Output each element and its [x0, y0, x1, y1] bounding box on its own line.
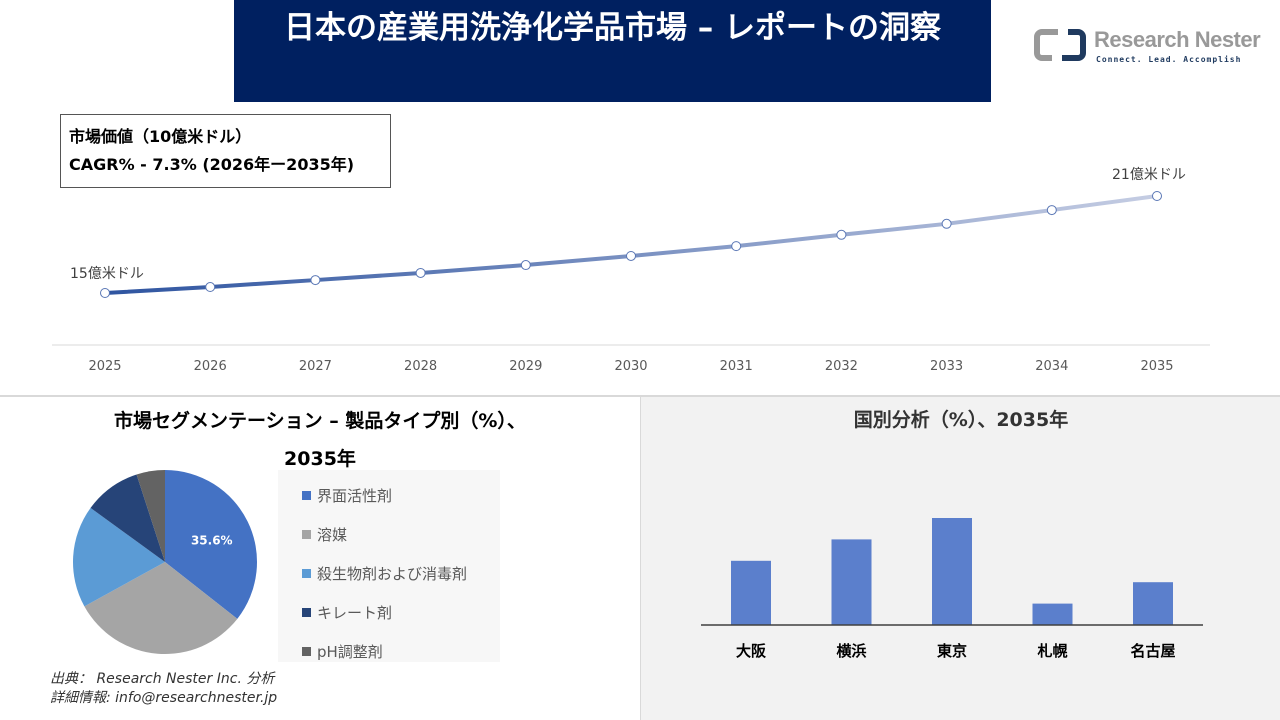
pie-slice — [73, 507, 165, 607]
source-text: 出典： Research Nester Inc. 分析 — [50, 671, 275, 687]
pie-chart-title: 市場セグメンテーション – 製品タイプ別（%）、 2035年 — [114, 410, 526, 470]
end-value-label: 21億米ドル — [1112, 167, 1186, 183]
legend-label: 殺生物剤および消毒剤 — [317, 565, 468, 583]
data-point — [415, 267, 426, 278]
legend-label: 溶媒 — [317, 526, 348, 544]
logo-icon — [1034, 29, 1086, 61]
data-point — [520, 260, 531, 271]
market-info-box: 市場価値（10億米ドル） CAGR% - 7.3% (2026年ー2035年) — [60, 114, 391, 188]
pie-slice — [136, 470, 165, 562]
legend-item: 界面活性剤 — [302, 476, 500, 515]
x-tick-label: 2034 — [1035, 359, 1068, 374]
data-point — [1046, 205, 1057, 216]
market-value-label: 市場価値（10億米ドル） — [69, 127, 252, 146]
country-bar-chart: 大阪 横浜 東京 札幌 名古屋 — [701, 518, 1203, 660]
bar-chart-title: 国別分析（%）、2035年 — [853, 409, 1069, 431]
bar — [831, 539, 872, 625]
pie-slice — [84, 562, 238, 654]
x-tick-label: 札幌 — [1036, 642, 1067, 660]
data-point — [941, 218, 952, 229]
segment-pie-chart: 35.6% — [73, 470, 257, 654]
data-point — [1152, 191, 1162, 201]
legend-label: 界面活性剤 — [317, 487, 393, 505]
divider — [0, 395, 1280, 397]
cagr-label: CAGR% - 7.3% (2026年ー2035年) — [69, 155, 355, 174]
legend-label: キレート剤 — [317, 604, 393, 622]
bar — [1032, 603, 1073, 625]
legend-item: 溶媒 — [302, 515, 500, 554]
legend-swatch — [302, 608, 311, 617]
x-tick-label: 2026 — [194, 359, 227, 374]
bar — [731, 560, 771, 625]
data-point — [626, 250, 636, 261]
market-line-chart: 2025 2026 2027 2028 2029 2030 2031 2032 2033 2034… — [52, 167, 1210, 374]
start-value-label: 15億米ドル — [70, 266, 144, 282]
x-tick-label: 2028 — [404, 359, 437, 374]
pie-legend: 界面活性剤溶媒殺生物剤および消毒剤 キレート剤 pH調整剤 — [278, 470, 500, 662]
x-tick-label: 2032 — [825, 359, 858, 374]
logo-name: Research Nester — [1094, 27, 1261, 52]
page-title: 日本の産業用洗浄化学品市場 – レポートの洞察 — [234, 0, 991, 102]
bar — [1133, 582, 1173, 625]
market-line — [104, 194, 1158, 295]
legend-swatch — [302, 491, 311, 500]
data-point — [100, 288, 110, 298]
x-tick-label: 大阪 — [736, 642, 767, 660]
data-point — [731, 241, 742, 252]
legend-label: pH調整剤 — [317, 643, 383, 661]
legend-swatch — [302, 569, 311, 578]
data-point — [310, 275, 321, 286]
source-note: 出典： Research Nester Inc. 分析 詳細情報: info@r… — [50, 670, 277, 708]
x-tick-label: 2029 — [509, 359, 542, 374]
legend-swatch — [302, 530, 311, 539]
legend-item: pH調整剤 — [302, 632, 500, 671]
x-tick-label: 2033 — [930, 359, 963, 374]
x-tick-label: 2031 — [720, 359, 753, 374]
x-tick-label: 名古屋 — [1130, 642, 1175, 660]
data-point — [205, 282, 216, 293]
x-tick-label: 2030 — [614, 359, 647, 374]
x-tick-label: 2027 — [299, 359, 332, 374]
legend-item: キレート剤 — [302, 593, 500, 632]
x-tick-label: 2025 — [88, 359, 121, 374]
pie-data-label: 35.6% — [191, 533, 233, 547]
legend-item: 殺生物剤および消毒剤 — [302, 554, 500, 593]
pie-slice — [90, 474, 165, 562]
x-tick-label: 横浜 — [836, 642, 866, 660]
pie-slice — [165, 470, 257, 619]
x-tick-label: 2035 — [1140, 359, 1173, 374]
bar — [932, 518, 972, 625]
country-panel: 国別分析（%）、2035年 大阪 横浜 東京 札幌 名古屋 — [640, 397, 1280, 720]
contact-text: 詳細情報: info@researchnester.jp — [50, 690, 278, 706]
legend-swatch — [302, 647, 311, 656]
x-tick-label: 東京 — [937, 642, 967, 660]
logo-tagline: Connect. Lead. Accomplish — [1096, 55, 1242, 64]
logo: Research Nester Connect. Lead. Accomplis… — [1034, 28, 1274, 68]
data-point — [836, 229, 847, 240]
